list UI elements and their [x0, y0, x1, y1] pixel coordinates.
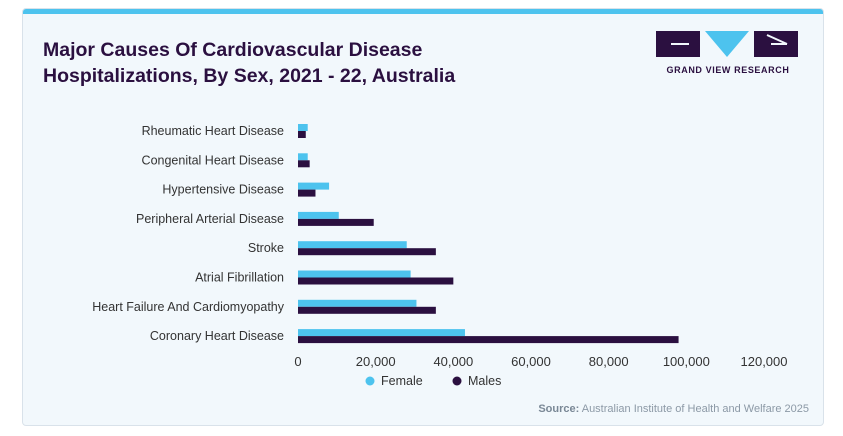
bar-males-atrial-fibrillation — [298, 277, 454, 285]
bar-female-hypertensive-disease — [298, 182, 330, 190]
bar-female-peripheral-arterial-disease — [298, 211, 339, 219]
logo-text: GRAND VIEW RESEARCH — [666, 65, 790, 75]
legend-female-marker — [365, 376, 375, 386]
title-line-1: Major Causes Of Cardiovascular Disease — [43, 39, 423, 61]
x-tick-label: 120,000 — [741, 354, 788, 369]
legend-female-label: Female — [381, 374, 423, 388]
x-tick-label: 60,000 — [511, 354, 551, 369]
bar-males-stroke — [298, 248, 436, 256]
bar-female-rheumatic-heart-disease — [298, 124, 308, 131]
x-tick-label: 0 — [294, 354, 301, 369]
bar-female-heart-failure-and-cardiomyopathy — [298, 299, 417, 307]
bar-female-atrial-fibrillation — [298, 270, 411, 278]
legend-males-marker — [452, 376, 462, 386]
y-tick-label: Coronary Heart Disease — [150, 329, 284, 343]
x-tick-label: 80,000 — [589, 354, 629, 369]
grand-view-research-logo: GRAND VIEW RESEARCH — [653, 31, 803, 81]
bar-males-heart-failure-and-cardiomyopathy — [298, 306, 436, 314]
chart-title: Major Causes Of Cardiovascular Disease H… — [43, 37, 603, 89]
source-label: Source: — [538, 403, 580, 415]
bar-males-peripheral-arterial-disease — [298, 218, 374, 226]
title-line-2: Hospitalizations, By Sex, 2021 - 22, Aus… — [43, 65, 456, 87]
bar-female-stroke — [298, 241, 407, 249]
y-tick-label: Heart Failure And Cardiomyopathy — [92, 300, 285, 314]
bar-males-hypertensive-disease — [298, 189, 316, 197]
bar-female-congenital-heart-disease — [298, 153, 308, 161]
chart-card: Major Causes Of Cardiovascular Disease H… — [22, 8, 824, 426]
x-tick-label: 40,000 — [433, 354, 473, 369]
y-tick-label: Rheumatic Heart Disease — [142, 124, 284, 138]
y-tick-label: Congenital Heart Disease — [142, 153, 284, 167]
y-tick-label: Hypertensive Disease — [162, 183, 284, 197]
source-note: Source: Australian Institute of Health a… — [538, 403, 809, 415]
logo-mark-icon — [656, 31, 798, 57]
x-tick-label: 100,000 — [663, 354, 710, 369]
y-tick-label: Stroke — [248, 241, 284, 255]
source-text: Australian Institute of Health and Welfa… — [579, 403, 809, 415]
bar-males-coronary-heart-disease — [298, 336, 679, 344]
y-tick-label: Atrial Fibrillation — [195, 271, 284, 285]
bar-males-congenital-heart-disease — [298, 160, 310, 168]
x-tick-label: 20,000 — [356, 354, 396, 369]
accent-bar — [23, 9, 823, 14]
y-tick-label: Peripheral Arterial Disease — [136, 212, 284, 226]
bar-chart: Rheumatic Heart Disease Congenital Heart … — [92, 124, 788, 388]
bar-males-rheumatic-heart-disease — [298, 131, 306, 138]
bar-female-coronary-heart-disease — [298, 329, 465, 337]
legend-males-label: Males — [468, 374, 501, 388]
